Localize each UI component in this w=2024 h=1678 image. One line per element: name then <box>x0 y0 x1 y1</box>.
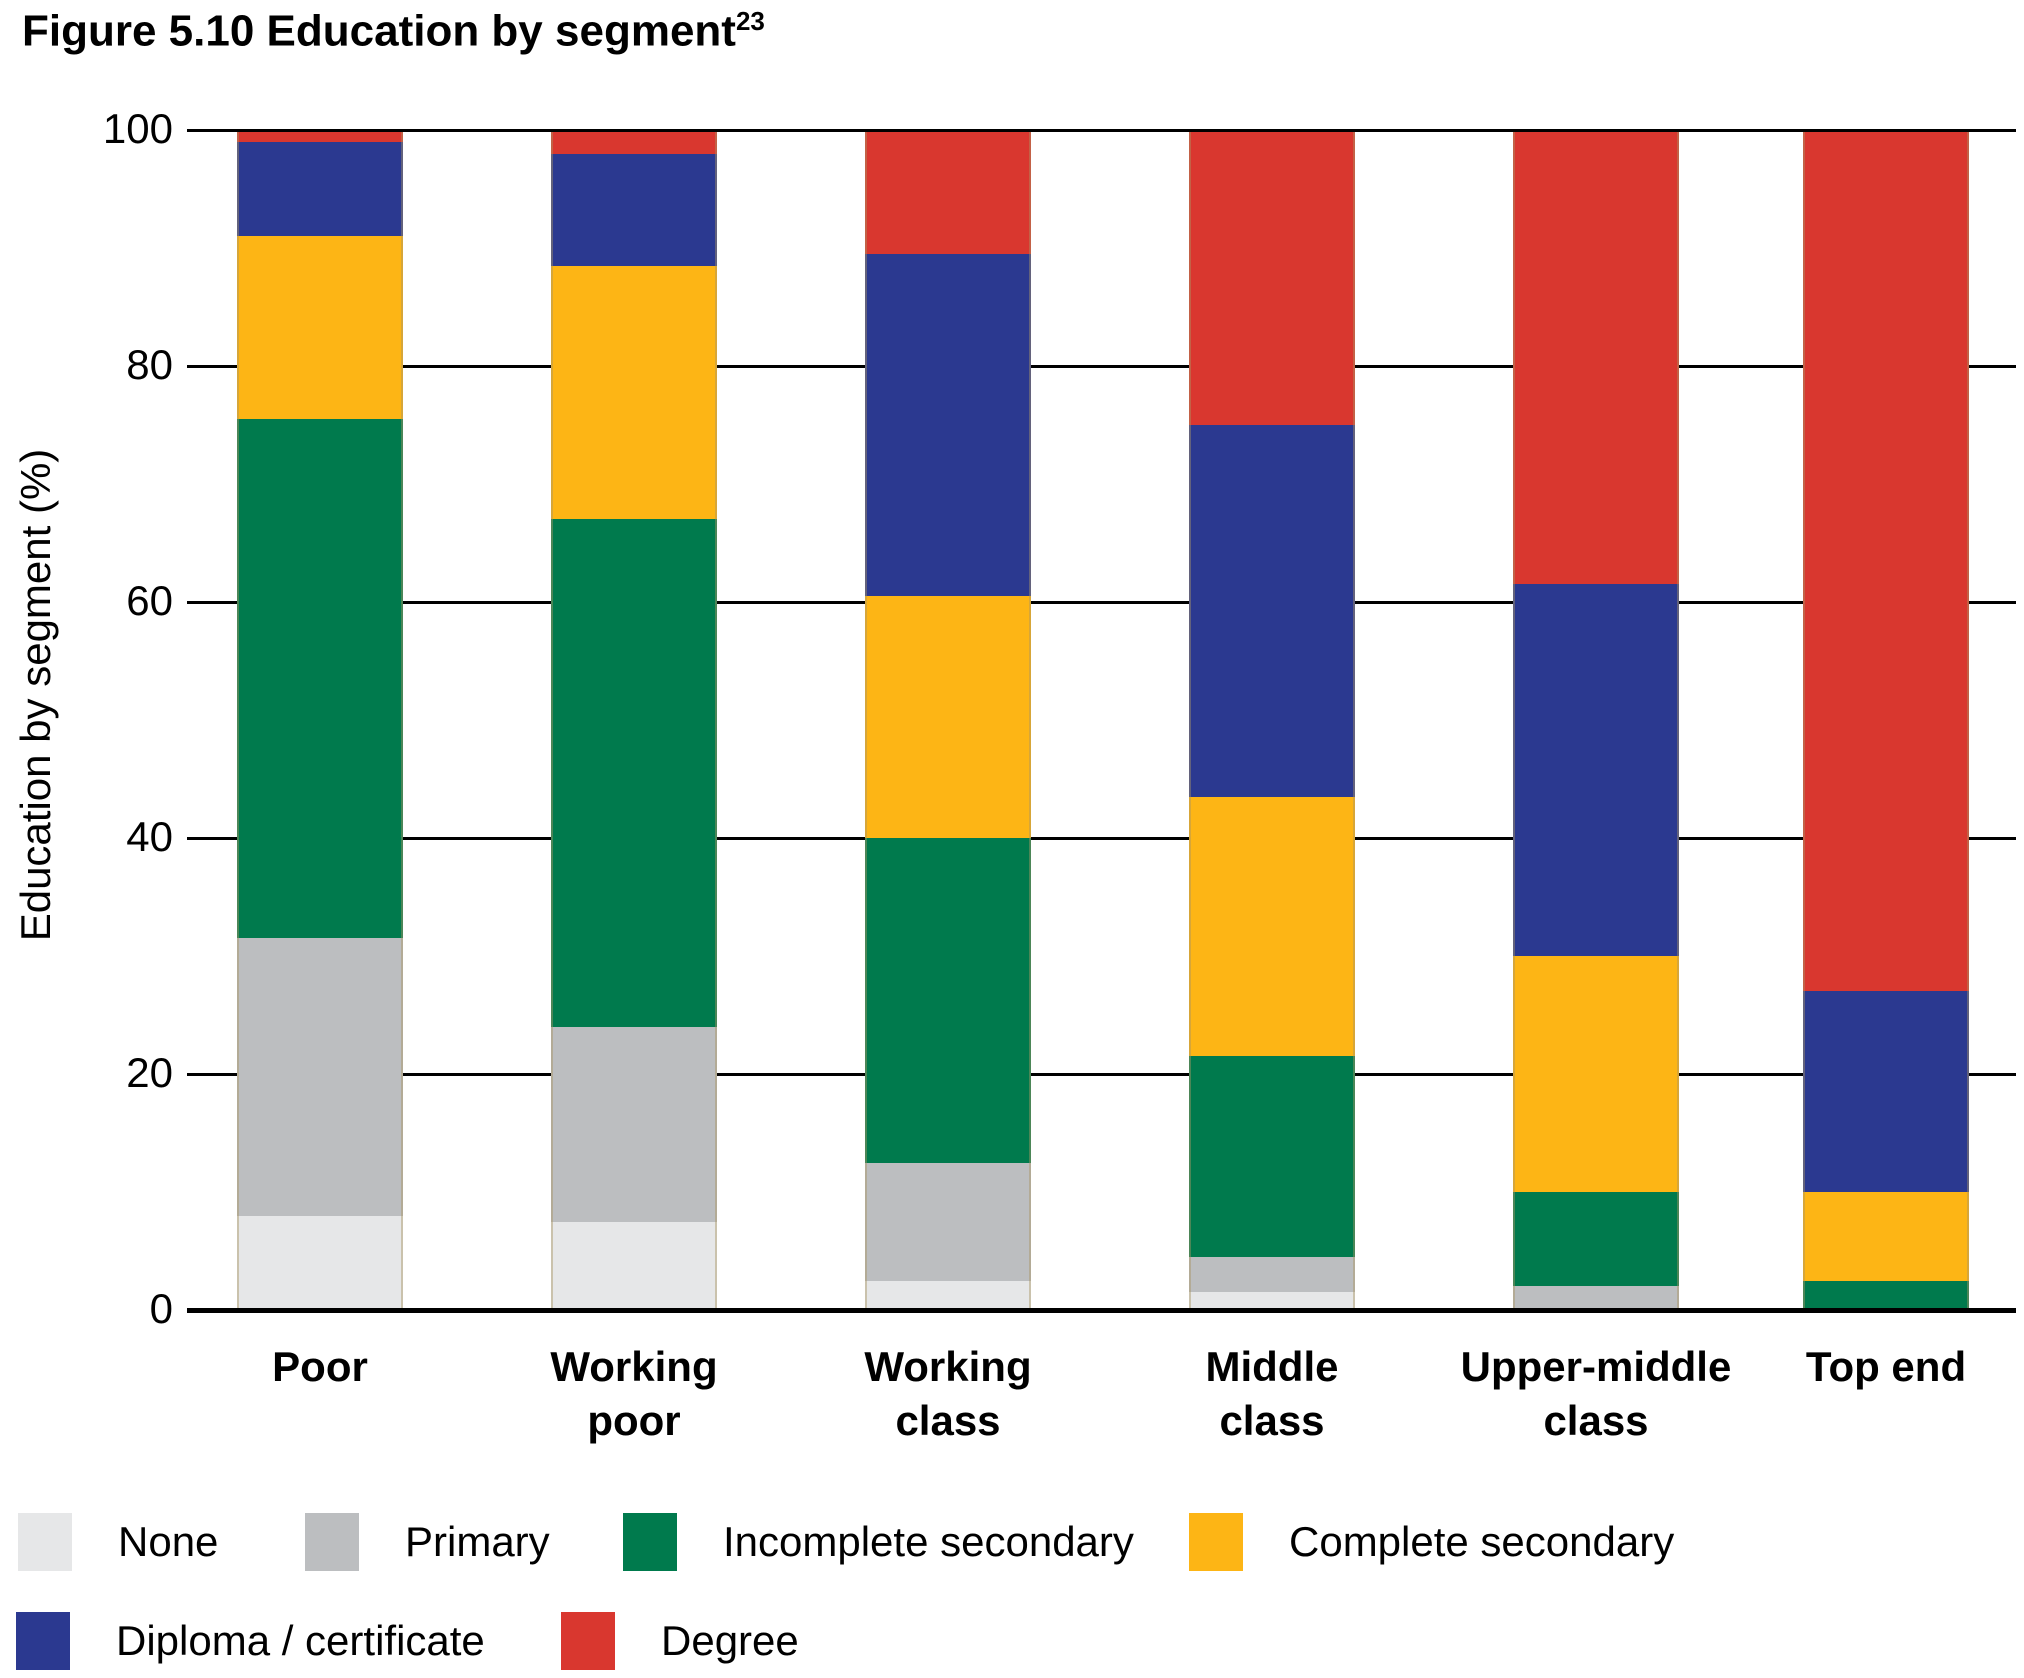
bar-segment-primary <box>1189 1256 1355 1293</box>
bar-segment-complete-secondary <box>551 265 717 520</box>
plot-area <box>187 128 2016 1313</box>
category-label-line: class <box>1543 1397 1649 1444</box>
bar-segment-degree <box>237 130 403 142</box>
bar-segment-incomplete-secondary <box>1803 1280 1969 1310</box>
bar-segment-incomplete-secondary <box>1189 1056 1355 1257</box>
legend-label: Incomplete secondary <box>723 1518 1134 1565</box>
legend-item-degree: Degree <box>561 1612 799 1670</box>
bar-segment-degree <box>1189 130 1355 426</box>
legend-swatch <box>305 1513 359 1571</box>
bar-segment-degree <box>1803 130 1969 992</box>
category-label-middle-class: Middle class <box>1062 1340 1482 1448</box>
bar-segment-primary <box>1513 1286 1679 1310</box>
bar-working-poor <box>551 130 717 1310</box>
y-tick-label-40: 40 <box>126 813 173 860</box>
bar-segment-complete-secondary <box>1803 1192 1969 1281</box>
legend-item-none: None <box>18 1513 218 1571</box>
bar-segment-diploma-certificate <box>551 153 717 266</box>
bar-upper-middle-class <box>1513 130 1679 1310</box>
legend-label: Degree <box>661 1617 799 1664</box>
bar-segment-diploma-certificate <box>1189 425 1355 797</box>
bar-segment-degree <box>551 130 717 154</box>
legend-swatch <box>561 1612 615 1670</box>
bar-segment-none <box>237 1215 403 1310</box>
gridline-20 <box>187 1072 2016 1076</box>
legend-label: Complete secondary <box>1289 1518 1675 1565</box>
bar-segment-diploma-certificate <box>237 141 403 237</box>
bar-segment-complete-secondary <box>1513 956 1679 1193</box>
legend-label: None <box>118 1518 219 1565</box>
gridline-0 <box>187 1308 2016 1313</box>
bar-segment-degree <box>865 130 1031 254</box>
category-label-working-class: Working class <box>738 1340 1158 1448</box>
y-tick-label-0: 0 <box>149 1285 173 1332</box>
category-label-top-end: Top end <box>1676 1340 2024 1394</box>
bar-segment-complete-secondary <box>237 236 403 420</box>
category-label-line: Top end <box>1805 1343 1967 1390</box>
category-label-line: poor <box>587 1397 681 1444</box>
bar-segment-complete-secondary <box>1189 796 1355 1057</box>
category-label-line: Working <box>864 1343 1032 1390</box>
category-label-working-poor: Working poor <box>424 1340 844 1448</box>
figure-title: Figure 5.10 Education by segment23 <box>22 6 765 57</box>
category-label-line: Upper-middle <box>1460 1343 1732 1390</box>
y-tick-label-20: 20 <box>126 1049 173 1096</box>
bar-segment-primary <box>551 1026 717 1222</box>
category-label-line: class <box>1219 1397 1325 1444</box>
legend-item-diploma-certificate: Diploma / certificate <box>16 1612 485 1670</box>
bar-segment-none <box>551 1221 717 1310</box>
bar-segment-complete-secondary <box>865 596 1031 838</box>
bar-poor <box>237 130 403 1310</box>
category-label-poor: Poor <box>110 1340 530 1394</box>
gridline-60 <box>187 600 2016 604</box>
bar-segment-none <box>1189 1292 1355 1310</box>
legend-swatch <box>16 1612 70 1670</box>
category-label-upper-middle-class: Upper-middle class <box>1386 1340 1806 1448</box>
legend-swatch <box>18 1513 72 1571</box>
bar-segment-none <box>865 1280 1031 1310</box>
bar-working-class <box>865 130 1031 1310</box>
y-tick-label-100: 100 <box>102 105 173 152</box>
category-label-line: Working <box>550 1343 718 1390</box>
bar-segment-diploma-certificate <box>1513 584 1679 957</box>
legend-item-complete-secondary: Complete secondary <box>1189 1513 1674 1571</box>
bar-segment-incomplete-secondary <box>237 419 403 939</box>
bar-segment-primary <box>865 1162 1031 1281</box>
figure-title-text: Figure 5.10 Education by segment <box>22 6 736 56</box>
category-label-line: class <box>895 1397 1001 1444</box>
bar-segment-incomplete-secondary <box>551 519 717 1027</box>
legend-label: Diploma / certificate <box>116 1617 485 1664</box>
bar-segment-diploma-certificate <box>865 253 1031 597</box>
y-tick-label-60: 60 <box>126 577 173 624</box>
figure-title-footnote: 23 <box>735 6 765 36</box>
category-label-line: Poor <box>272 1343 368 1390</box>
y-tick-label-80: 80 <box>126 341 173 388</box>
gridline-100 <box>187 128 2016 132</box>
bar-segment-diploma-certificate <box>1803 991 1969 1192</box>
bar-segment-primary <box>237 938 403 1216</box>
legend-item-primary: Primary <box>305 1513 550 1571</box>
legend-swatch <box>1189 1513 1243 1571</box>
bar-middle-class <box>1189 130 1355 1310</box>
legend-swatch <box>623 1513 677 1571</box>
legend-item-incomplete-secondary: Incomplete secondary <box>623 1513 1134 1571</box>
bar-segment-degree <box>1513 130 1679 585</box>
bar-segment-incomplete-secondary <box>865 838 1031 1163</box>
category-label-line: Middle <box>1205 1343 1339 1390</box>
legend-label: Primary <box>405 1518 550 1565</box>
gridline-80 <box>187 364 2016 368</box>
bar-top-end <box>1803 130 1969 1310</box>
bar-segment-incomplete-secondary <box>1513 1192 1679 1287</box>
gridline-40 <box>187 836 2016 840</box>
